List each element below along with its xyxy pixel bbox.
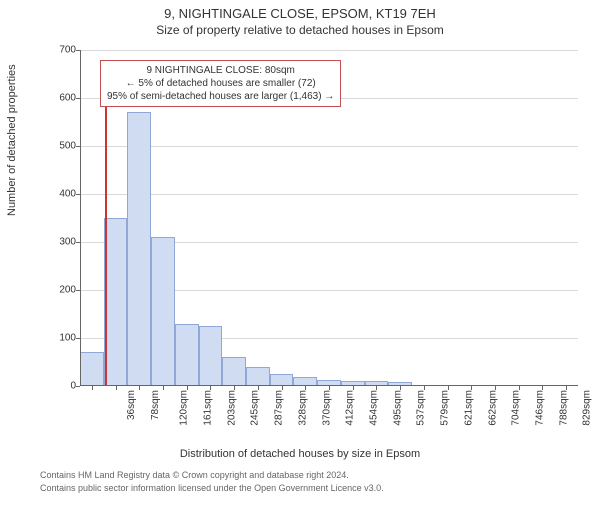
x-tick-mark <box>210 386 211 390</box>
histogram-bar <box>199 326 223 386</box>
x-tick-label: 662sqm <box>487 390 498 426</box>
histogram-bar <box>80 352 104 386</box>
histogram-bar <box>175 324 199 386</box>
y-tick-label: 400 <box>48 189 76 200</box>
annotation-line2: ← 5% of detached houses are smaller (72) <box>107 77 334 90</box>
gridline <box>80 50 578 51</box>
histogram-bar <box>151 237 175 386</box>
x-tick-label: 287sqm <box>274 390 285 426</box>
y-tick-label: 300 <box>48 237 76 248</box>
x-tick-mark <box>163 386 164 390</box>
y-tick-mark <box>76 242 80 243</box>
x-tick-mark <box>282 386 283 390</box>
x-tick-label: 704sqm <box>511 390 522 426</box>
x-tick-label: 621sqm <box>463 390 474 426</box>
x-tick-mark <box>187 386 188 390</box>
x-tick-label: 161sqm <box>203 390 214 426</box>
x-tick-label: 328sqm <box>297 390 308 426</box>
x-tick-mark <box>305 386 306 390</box>
x-tick-mark <box>139 386 140 390</box>
y-tick-mark <box>76 98 80 99</box>
y-tick-label: 600 <box>48 93 76 104</box>
x-tick-label: 78sqm <box>150 390 161 420</box>
x-tick-mark <box>424 386 425 390</box>
annotation-box: 9 NIGHTINGALE CLOSE: 80sqm ← 5% of detac… <box>100 60 341 107</box>
y-tick-label: 200 <box>48 285 76 296</box>
x-tick-label: 120sqm <box>179 390 190 426</box>
y-tick-mark <box>76 386 80 387</box>
x-axis-title: Distribution of detached houses by size … <box>0 448 600 460</box>
x-tick-mark <box>353 386 354 390</box>
y-tick-mark <box>76 50 80 51</box>
x-tick-mark <box>329 386 330 390</box>
x-tick-label: 454sqm <box>369 390 380 426</box>
x-tick-mark <box>400 386 401 390</box>
chart-title-sub: Size of property relative to detached ho… <box>0 23 600 37</box>
y-tick-mark <box>76 338 80 339</box>
x-tick-mark <box>448 386 449 390</box>
x-tick-mark <box>519 386 520 390</box>
histogram-bar <box>104 218 128 386</box>
x-tick-label: 537sqm <box>416 390 427 426</box>
x-tick-label: 36sqm <box>126 390 137 420</box>
x-tick-label: 203sqm <box>226 390 237 426</box>
x-tick-label: 788sqm <box>558 390 569 426</box>
histogram-bar <box>127 112 151 386</box>
chart-title-main: 9, NIGHTINGALE CLOSE, EPSOM, KT19 7EH <box>0 6 600 21</box>
x-tick-label: 495sqm <box>392 390 403 426</box>
y-tick-label: 0 <box>48 381 76 392</box>
x-tick-mark <box>495 386 496 390</box>
y-tick-mark <box>76 290 80 291</box>
y-tick-mark <box>76 194 80 195</box>
x-tick-label: 245sqm <box>250 390 261 426</box>
y-tick-label: 500 <box>48 141 76 152</box>
x-tick-mark <box>92 386 93 390</box>
gridline <box>80 194 578 195</box>
gridline <box>80 146 578 147</box>
x-tick-mark <box>258 386 259 390</box>
y-tick-label: 100 <box>48 333 76 344</box>
x-tick-label: 829sqm <box>582 390 593 426</box>
annotation-line3: 95% of semi-detached houses are larger (… <box>107 90 334 103</box>
x-tick-mark <box>542 386 543 390</box>
y-tick-label: 700 <box>48 45 76 56</box>
property-marker-line <box>105 84 107 386</box>
x-tick-label: 746sqm <box>535 390 546 426</box>
y-tick-mark <box>76 146 80 147</box>
x-tick-mark <box>566 386 567 390</box>
x-tick-mark <box>234 386 235 390</box>
x-tick-label: 370sqm <box>321 390 332 426</box>
y-axis-line <box>80 50 81 386</box>
x-tick-mark <box>116 386 117 390</box>
annotation-line1: 9 NIGHTINGALE CLOSE: 80sqm <box>107 64 334 77</box>
x-tick-label: 579sqm <box>440 390 451 426</box>
footer-line1: Contains HM Land Registry data © Crown c… <box>40 470 349 480</box>
histogram-bar <box>222 357 246 386</box>
x-tick-mark <box>471 386 472 390</box>
histogram-bar <box>246 367 270 386</box>
x-tick-mark <box>376 386 377 390</box>
footer-line2: Contains public sector information licen… <box>40 483 384 493</box>
y-axis-title: Number of detached properties <box>6 64 18 216</box>
x-tick-label: 412sqm <box>345 390 356 426</box>
